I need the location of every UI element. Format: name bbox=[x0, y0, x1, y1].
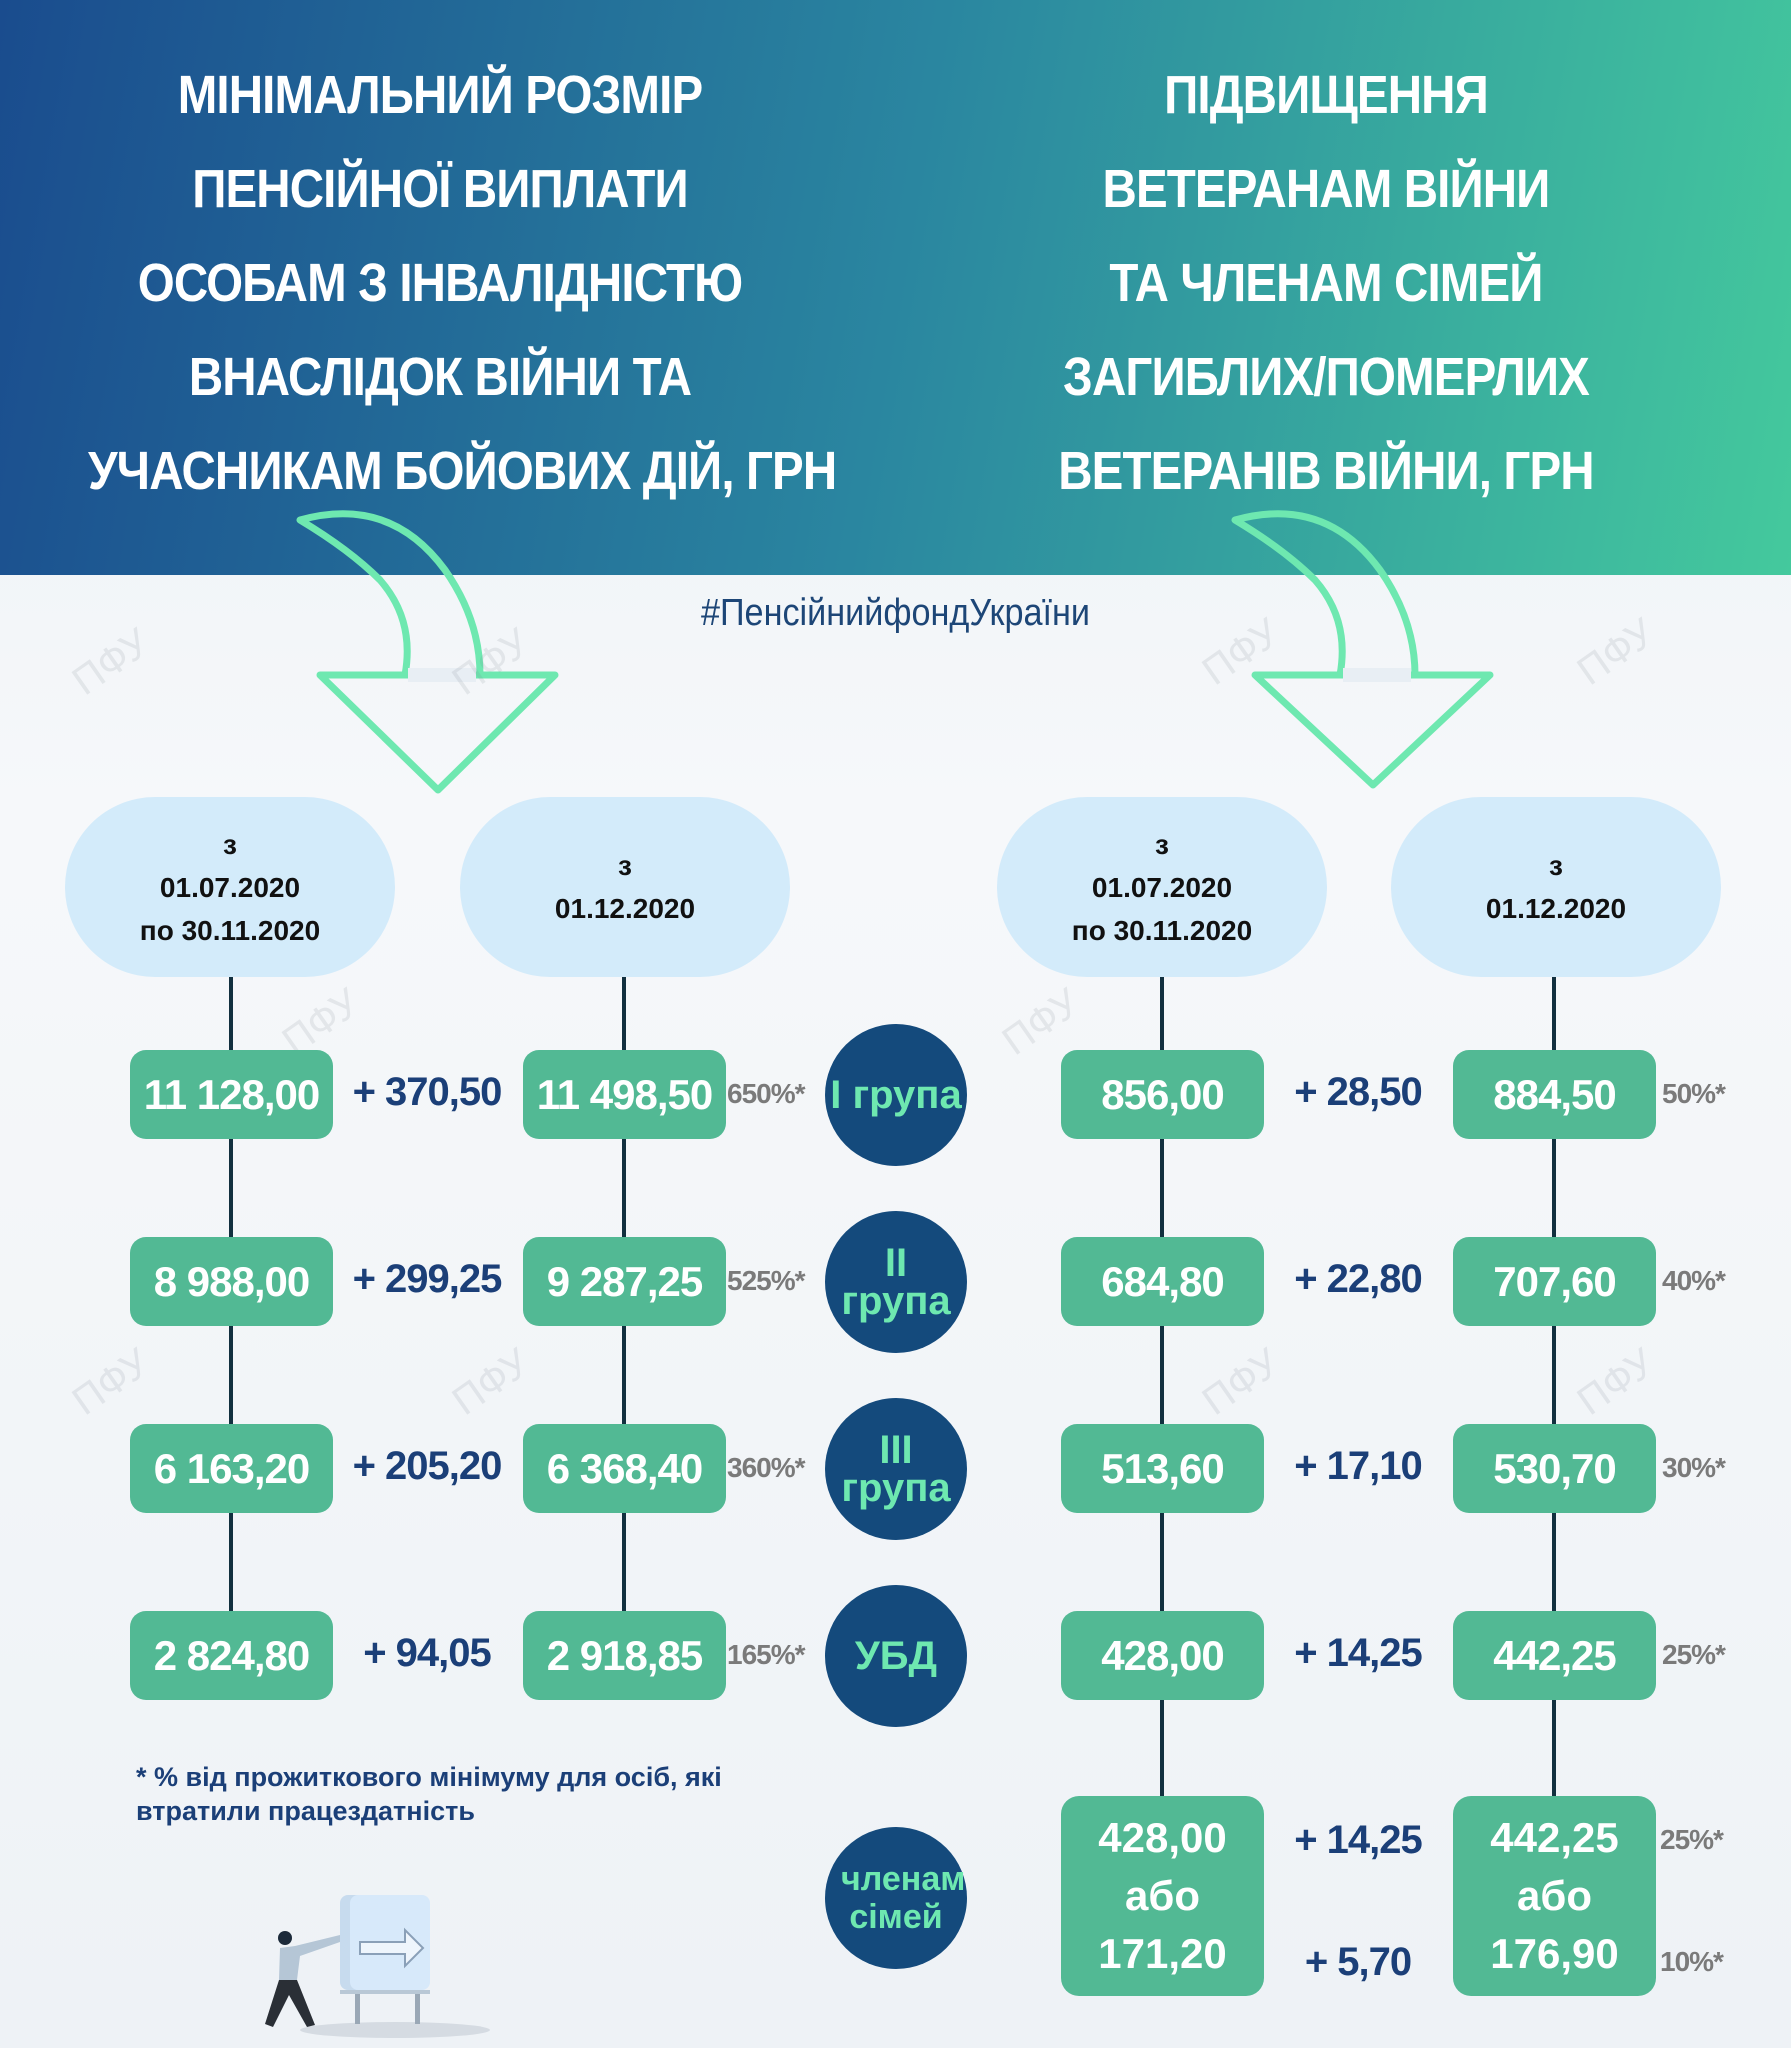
right-new-value: 442,25 bbox=[1453, 1611, 1656, 1700]
family-pct-1: 25%* bbox=[1660, 1824, 1724, 1855]
left-old-value: 11 128,00 bbox=[130, 1050, 333, 1139]
family-pct-2: 10%* bbox=[1660, 1946, 1724, 1977]
right-diff: + 28,50 bbox=[1294, 1070, 1423, 1114]
curved-arrow-left-icon bbox=[296, 510, 559, 794]
left-diff: + 94,05 bbox=[363, 1631, 492, 1675]
category-circle: УБД bbox=[825, 1585, 967, 1727]
right-new-value: 530,70 bbox=[1453, 1424, 1656, 1513]
connector-line bbox=[1160, 977, 1164, 1797]
left-old-value: 8 988,00 bbox=[130, 1237, 333, 1326]
right-pct: 40%* bbox=[1662, 1265, 1726, 1296]
right-pct: 25%* bbox=[1662, 1639, 1726, 1670]
right-diff: + 14,25 bbox=[1294, 1631, 1423, 1675]
category-circle: II група bbox=[825, 1211, 967, 1353]
date-oval-right-period1: з 01.07.2020 по 30.11.2020 bbox=[997, 797, 1327, 977]
left-old-value: 6 163,20 bbox=[130, 1424, 333, 1513]
person-pushing-sign-illustration bbox=[265, 1895, 490, 2038]
left-title: МІНІМАЛЬНИЙ РОЗМІР ПЕНСІЙНОЇ ВИПЛАТИ ОСОБА… bbox=[88, 65, 837, 501]
category-circle: III група bbox=[825, 1398, 967, 1540]
left-pct: 165%* bbox=[727, 1639, 806, 1670]
right-new-value: 884,50 bbox=[1453, 1050, 1656, 1139]
right-new-value: 707,60 bbox=[1453, 1237, 1656, 1326]
right-pct: 30%* bbox=[1662, 1452, 1726, 1483]
header-banner bbox=[0, 0, 1791, 575]
right-old-value: 684,80 bbox=[1061, 1237, 1264, 1326]
family-old-value: 428,00 або 171,20 bbox=[1061, 1796, 1264, 1996]
left-new-value: 9 287,25 bbox=[523, 1237, 726, 1326]
watermark: ПФУ bbox=[1569, 1340, 1663, 1424]
right-diff: + 22,80 bbox=[1294, 1257, 1423, 1301]
left-diff: + 205,20 bbox=[352, 1444, 503, 1488]
category-circle-family: членам сімей bbox=[825, 1827, 967, 1969]
left-pct: 525%* bbox=[727, 1265, 806, 1296]
watermark: ПФУ bbox=[64, 1340, 158, 1424]
connector-line bbox=[1552, 977, 1556, 1797]
left-old-value: 2 824,80 bbox=[130, 1611, 333, 1700]
left-pct: 650%* bbox=[727, 1078, 806, 1109]
right-old-value: 428,00 bbox=[1061, 1611, 1264, 1700]
right-pct: 50%* bbox=[1662, 1078, 1726, 1109]
left-pct: 360%* bbox=[727, 1452, 806, 1483]
date-oval-left-period2: з 01.12.2020 bbox=[460, 797, 790, 977]
right-title: ПІДВИЩЕННЯ ВЕТЕРАНАМ ВІЙНИ ТА ЧЛЕНАМ СІМЕЙ… bbox=[1058, 65, 1594, 501]
family-diff-2: + 5,70 bbox=[1304, 1940, 1412, 1984]
right-diff: + 17,10 bbox=[1294, 1444, 1423, 1488]
date-oval-right-period2: з 01.12.2020 bbox=[1391, 797, 1721, 977]
family-new-value: 442,25 або 176,90 bbox=[1453, 1796, 1656, 1996]
left-diff: + 299,25 bbox=[352, 1257, 503, 1301]
footnote: * % від прожиткового мінімуму для осіб, … bbox=[136, 1762, 722, 1826]
watermark: ПФУ bbox=[1194, 1340, 1288, 1424]
date-oval-left-period1: з 01.07.2020 по 30.11.2020 bbox=[65, 797, 395, 977]
family-diff-1: + 14,25 bbox=[1294, 1818, 1423, 1862]
curved-arrow-right-icon bbox=[1231, 510, 1494, 789]
watermark: ПФУ bbox=[444, 1340, 538, 1424]
hashtag: #ПенсійнийфондУкраїни bbox=[700, 592, 1091, 634]
left-new-value: 2 918,85 bbox=[523, 1611, 726, 1700]
right-old-value: 513,60 bbox=[1061, 1424, 1264, 1513]
left-new-value: 6 368,40 bbox=[523, 1424, 726, 1513]
category-circle: I група bbox=[825, 1024, 967, 1166]
right-old-value: 856,00 bbox=[1061, 1050, 1264, 1139]
left-new-value: 11 498,50 bbox=[523, 1050, 726, 1139]
left-diff: + 370,50 bbox=[352, 1070, 503, 1114]
